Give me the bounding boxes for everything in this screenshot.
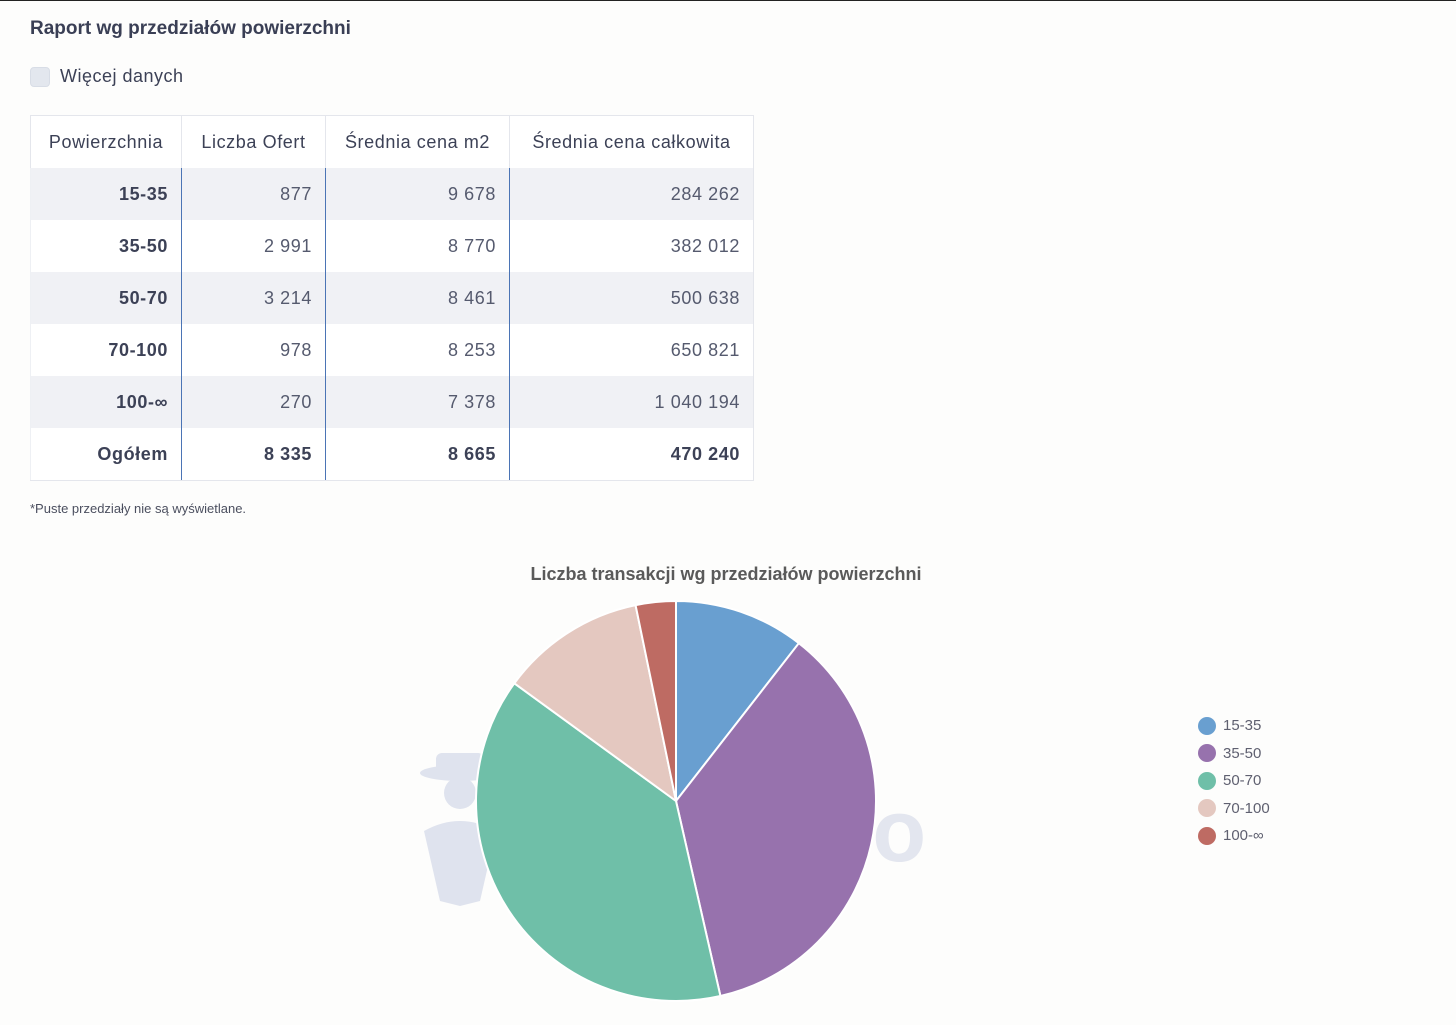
- area-cell: 15-35: [30, 168, 182, 220]
- chart-legend: 15-35 35-50 50-70 70-100 100-∞: [1198, 712, 1270, 850]
- legend-label: 100-∞: [1223, 827, 1264, 845]
- total-avg-price-m2-cell: 8 665: [325, 428, 510, 481]
- area-cell: 70-100: [30, 324, 182, 376]
- offers-cell: 3 214: [181, 272, 326, 324]
- table-row: 100-∞ 270 7 378 1 040 194: [30, 376, 754, 428]
- legend-label: 15-35: [1223, 717, 1262, 735]
- avg-price-m2-cell: 8 461: [325, 272, 510, 324]
- legend-label: 35-50: [1223, 744, 1262, 762]
- avg-price-m2-cell: 8 770: [325, 220, 510, 272]
- legend-item[interactable]: 15-35: [1198, 712, 1270, 740]
- column-header-avg-total-price: Średnia cena całkowita: [509, 115, 754, 168]
- checkbox-box[interactable]: [30, 66, 50, 87]
- offers-cell: 270: [181, 376, 326, 428]
- total-offers-cell: 8 335: [181, 428, 326, 481]
- table-header-row: Powierzchnia Liczba Ofert Średnia cena m…: [30, 115, 754, 168]
- offers-cell: 2 991: [181, 220, 326, 272]
- area-cell: 35-50: [30, 220, 182, 272]
- legend-color-dot: [1198, 799, 1216, 818]
- pie-slice-35-50[interactable]: [674, 641, 877, 998]
- avg-price-m2-cell: 8 253: [325, 324, 510, 376]
- offers-cell: 877: [181, 168, 326, 220]
- pie-slice-15-35[interactable]: [675, 599, 801, 804]
- avg-total-price-cell: 500 638: [509, 272, 754, 324]
- legend-color-dot: [1198, 771, 1216, 790]
- more-data-label: Więcej danych: [60, 66, 184, 86]
- legend-color-dot: [1198, 716, 1216, 735]
- column-header-avg-price-m2: Średnia cena m2: [325, 115, 510, 168]
- legend-item[interactable]: 100-∞: [1198, 822, 1270, 850]
- table-row: 50-70 3 214 8 461 500 638: [30, 272, 754, 324]
- agent-avatar-icon: [420, 753, 500, 906]
- table-row: 15-35 877 9 678 284 262: [30, 168, 754, 220]
- table-total-row: Ogółem 8 335 8 665 470 240: [30, 428, 754, 481]
- page-title: Raport wg przedziałów powierzchni: [30, 18, 351, 39]
- legend-label: 50-70: [1223, 772, 1262, 790]
- pie-slice-100-∞[interactable]: [634, 599, 677, 802]
- avg-total-price-cell: 650 821: [509, 324, 754, 376]
- more-data-checkbox[interactable]: Więcej danych: [30, 66, 184, 87]
- legend-item[interactable]: 70-100: [1198, 795, 1270, 823]
- legend-item[interactable]: 35-50: [1198, 740, 1270, 768]
- legend-item[interactable]: 50-70: [1198, 767, 1270, 795]
- offers-cell: 978: [181, 324, 326, 376]
- column-header-offers: Liczba Ofert: [181, 115, 326, 168]
- avg-price-m2-cell: 9 678: [325, 168, 510, 220]
- table-row: 70-100 978 8 253 650 821: [30, 324, 754, 376]
- total-label-cell: Ogółem: [30, 428, 182, 481]
- column-header-area: Powierzchnia: [30, 115, 182, 168]
- legend-color-dot: [1198, 826, 1216, 845]
- avg-total-price-cell: 1 040 194: [509, 376, 754, 428]
- report-table: Powierzchnia Liczba Ofert Średnia cena m…: [30, 115, 754, 481]
- pie-slice-50-70[interactable]: [475, 681, 722, 1002]
- area-cell: 50-70: [30, 272, 182, 324]
- legend-label: 70-100: [1223, 799, 1270, 817]
- table-row: 35-50 2 991 8 770 382 012: [30, 220, 754, 272]
- legend-color-dot: [1198, 744, 1216, 763]
- area-cell: 100-∞: [30, 376, 182, 428]
- avg-total-price-cell: 382 012: [509, 220, 754, 272]
- avg-total-price-cell: 284 262: [509, 168, 754, 220]
- chart-title: Liczba transakcji wg przedziałów powierz…: [530, 564, 922, 584]
- total-avg-total-price-cell: 470 240: [509, 428, 754, 481]
- pie-slice-70-100[interactable]: [512, 603, 678, 804]
- avg-price-m2-cell: 7 378: [325, 376, 510, 428]
- empty-ranges-note: *Puste przedziały nie są wyświetlane.: [30, 501, 247, 516]
